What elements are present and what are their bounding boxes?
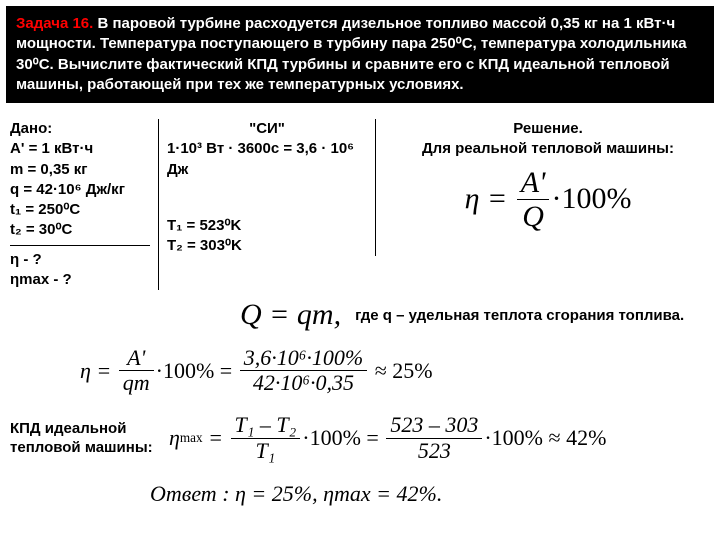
answer-line: Ответ : η = 25%, ηmax = 42%. — [150, 481, 710, 507]
eta-pct: ·100% — [551, 179, 631, 220]
eta-denominator: Q — [517, 200, 550, 233]
eta-long-den: 42·10⁶·0,35 — [240, 371, 367, 395]
q-equation: Q = qm, — [240, 298, 341, 332]
eta-long-result: ≈ 25% — [375, 358, 433, 384]
content-area: Дано: A' = 1 кВт·ч m = 0,35 кг q = 42·10… — [0, 109, 720, 513]
problem-text: В паровой турбине расходуется дизельное … — [16, 15, 687, 93]
eta-formula: η = A' Q ·100% — [386, 166, 710, 233]
given-separator — [10, 245, 150, 246]
eta-long-formula: η = A' qm ·100% = 3,6·10⁶·100% 42·10⁶·0,… — [80, 346, 710, 395]
solution-subheader: Для реальной тепловой машины: — [386, 139, 710, 159]
si-line-4: T₁ = 523⁰K — [167, 216, 367, 236]
ideal-den-sym: T₁ — [231, 439, 301, 463]
given-line-2: m = 0,35 кг — [10, 160, 150, 180]
given-line-3: q = 42·10⁶ Дж/кг — [10, 180, 150, 200]
ideal-num-sym: T₁ – T₂ — [231, 413, 301, 438]
ideal-formula-row: КПД идеальной тепловой машины: ηmax = T₁… — [10, 413, 710, 462]
problem-box: Задача 16. В паровой турбине расходуется… — [6, 6, 714, 103]
si-line-1: 1·10³ Вт · 3600с = 3,6 · 10⁶ Дж — [167, 139, 367, 180]
eta-long-num: 3,6·10⁶·100% — [240, 346, 367, 371]
ideal-den-val: 523 — [386, 439, 482, 463]
problem-title: Задача 16. — [16, 15, 93, 32]
eta-numerator: A' — [517, 166, 550, 200]
solution-column: Решение. Для реальной тепловой машины: η… — [376, 119, 710, 233]
given-line-4: t₁ = 250⁰C — [10, 200, 150, 220]
si-header: "СИ" — [167, 119, 367, 139]
ideal-result: ≈ 42% — [549, 425, 607, 451]
given-question-1: η - ? — [10, 250, 150, 270]
given-column: Дано: A' = 1 кВт·ч m = 0,35 кг q = 42·10… — [10, 119, 159, 290]
q-formula-row: Q = qm, где q – удельная теплота сгорани… — [240, 298, 710, 332]
given-question-2: ηmax - ? — [10, 270, 150, 290]
solution-header: Решение. — [386, 119, 710, 139]
given-line-5: t₂ = 30⁰C — [10, 220, 150, 240]
given-header: Дано: — [10, 119, 150, 139]
si-line-5: T₂ = 303⁰K — [167, 236, 367, 256]
q-note: где q – удельная теплота сгорания топлив… — [355, 307, 684, 324]
ideal-label: КПД идеальной тепловой машины: — [10, 419, 155, 458]
si-column: "СИ" 1·10³ Вт · 3600с = 3,6 · 10⁶ Дж T₁ … — [159, 119, 376, 256]
given-line-1: A' = 1 кВт·ч — [10, 139, 150, 159]
given-solution-row: Дано: A' = 1 кВт·ч m = 0,35 кг q = 42·10… — [10, 119, 710, 290]
ideal-num-val: 523 – 303 — [386, 413, 482, 438]
